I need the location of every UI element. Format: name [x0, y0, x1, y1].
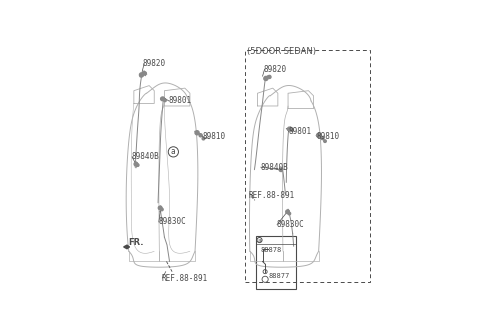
Circle shape	[164, 99, 166, 102]
Circle shape	[321, 137, 324, 140]
Text: REF.88-891: REF.88-891	[162, 273, 208, 283]
Circle shape	[140, 73, 144, 77]
Circle shape	[161, 97, 164, 101]
Text: REF.88-891: REF.88-891	[249, 191, 295, 200]
Bar	[245, 50, 370, 282]
Circle shape	[158, 206, 162, 210]
Text: 89810: 89810	[316, 132, 339, 141]
Text: 89801: 89801	[288, 127, 311, 136]
Text: 88878: 88878	[260, 247, 281, 253]
Circle shape	[291, 129, 293, 131]
Circle shape	[144, 72, 146, 75]
Text: 89840B: 89840B	[132, 153, 159, 162]
Text: a: a	[258, 238, 262, 243]
Circle shape	[286, 210, 289, 213]
Polygon shape	[124, 245, 130, 249]
Text: 89801: 89801	[168, 96, 192, 105]
Circle shape	[134, 162, 138, 166]
Text: 89830C: 89830C	[158, 217, 186, 226]
Circle shape	[199, 134, 202, 137]
Circle shape	[161, 208, 163, 211]
Circle shape	[288, 212, 290, 215]
Text: 89830C: 89830C	[276, 220, 304, 229]
Text: FR.: FR.	[128, 238, 144, 247]
Circle shape	[317, 133, 321, 137]
Text: 89820: 89820	[143, 60, 166, 69]
Circle shape	[264, 76, 268, 80]
Bar	[256, 236, 296, 290]
Text: 89810: 89810	[203, 132, 226, 141]
Text: 89820: 89820	[264, 65, 287, 73]
Circle shape	[268, 75, 271, 78]
Circle shape	[195, 131, 199, 135]
Circle shape	[288, 127, 291, 131]
Circle shape	[279, 168, 283, 171]
Circle shape	[324, 140, 326, 142]
Circle shape	[202, 137, 204, 140]
Text: 88877: 88877	[268, 273, 289, 279]
Text: a: a	[171, 147, 176, 156]
Circle shape	[136, 164, 139, 166]
Text: (5DOOR SEDAN): (5DOOR SEDAN)	[247, 47, 316, 56]
Text: 89840B: 89840B	[260, 163, 288, 172]
